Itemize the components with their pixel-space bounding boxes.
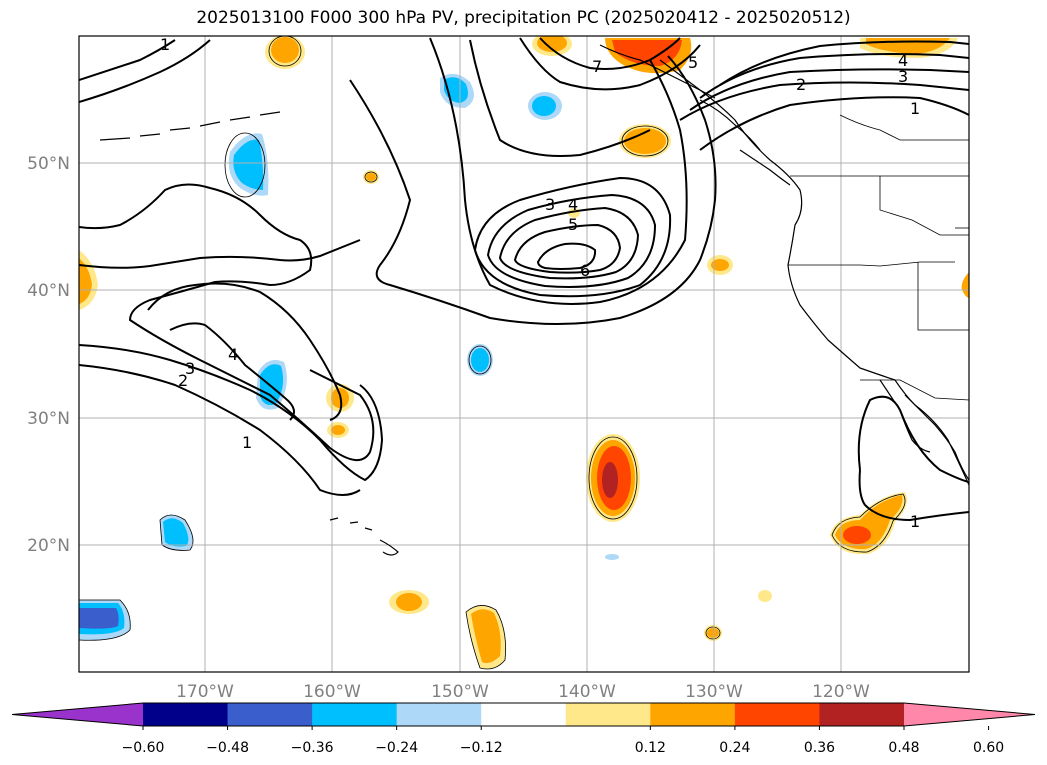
svg-text:1: 1 bbox=[910, 512, 920, 531]
colorbar-tick-label: 0.12 bbox=[635, 740, 666, 756]
colorbar-tick-label: 0.60 bbox=[973, 740, 1004, 756]
svg-text:2: 2 bbox=[178, 371, 188, 390]
colorbar-swatch bbox=[227, 703, 313, 726]
colorbar-tick-label: −0.24 bbox=[375, 740, 418, 756]
colorbar-extend-low bbox=[12, 703, 143, 726]
svg-text:1: 1 bbox=[242, 433, 252, 452]
svg-text:7: 7 bbox=[592, 57, 602, 76]
svg-text:4: 4 bbox=[568, 195, 578, 214]
colorbar-tick-label: −0.12 bbox=[460, 740, 503, 756]
plot-frame bbox=[78, 35, 970, 673]
precip-negative-blobs bbox=[79, 73, 619, 641]
gridlines bbox=[79, 36, 969, 672]
colorbar-tick-label: 0.36 bbox=[804, 740, 835, 756]
colorbar-swatch bbox=[312, 703, 398, 726]
svg-text:3: 3 bbox=[185, 359, 195, 378]
svg-text:2: 2 bbox=[796, 75, 806, 94]
colorbar: −0.60 −0.48 −0.36 −0.24 −0.12 0.12 0.24 0.36 0.4… bbox=[11, 702, 1036, 756]
colorbar-swatch bbox=[481, 703, 567, 726]
lon-label-160w: 160°W bbox=[303, 682, 361, 702]
lat-labels: 50°N 40°N 30°N 20°N bbox=[27, 154, 70, 556]
precip-outlines bbox=[79, 36, 906, 670]
svg-text:1: 1 bbox=[160, 35, 170, 54]
svg-text:6: 6 bbox=[580, 261, 590, 280]
borders bbox=[788, 114, 969, 401]
colorbar-swatch bbox=[396, 703, 482, 726]
lat-label-40n: 40°N bbox=[27, 281, 70, 301]
contour-labels: 1 3 4 5 6 7 5 2 3 4 1 4 3 2 1 1 bbox=[160, 35, 920, 531]
colorbar-swatch bbox=[143, 703, 229, 726]
lon-label-120w: 120°W bbox=[812, 682, 870, 702]
svg-text:5: 5 bbox=[568, 215, 578, 234]
svg-text:4: 4 bbox=[228, 345, 238, 364]
colorbar-tick-label: 0.48 bbox=[888, 740, 919, 756]
plot-area: 1 3 4 5 6 7 5 2 3 4 1 4 3 2 1 1 bbox=[79, 35, 969, 672]
colorbar-swatch bbox=[734, 703, 820, 726]
lon-labels: 170°W 160°W 150°W 140°W 130°W 120°W bbox=[176, 682, 870, 702]
colorbar-tick-label: −0.48 bbox=[206, 740, 249, 756]
pv-contours bbox=[79, 37, 969, 522]
colorbar-tick-label: 0.24 bbox=[719, 740, 750, 756]
lon-label-150w: 150°W bbox=[431, 682, 489, 702]
svg-text:4: 4 bbox=[898, 51, 908, 70]
svg-text:3: 3 bbox=[545, 195, 555, 214]
map-title: 2025013100 F000 300 hPa PV, precipitatio… bbox=[196, 8, 851, 28]
colorbar-extend-high bbox=[904, 703, 1035, 726]
lon-label-140w: 140°W bbox=[558, 682, 616, 702]
svg-text:3: 3 bbox=[898, 67, 908, 86]
colorbar-swatch bbox=[819, 703, 905, 726]
lon-label-170w: 170°W bbox=[176, 682, 234, 702]
svg-text:5: 5 bbox=[688, 53, 698, 72]
colorbar-swatch bbox=[650, 703, 736, 726]
lat-label-50n: 50°N bbox=[27, 154, 70, 174]
lon-label-130w: 130°W bbox=[685, 682, 743, 702]
lat-label-30n: 30°N bbox=[27, 409, 70, 429]
lat-label-20n: 20°N bbox=[27, 536, 70, 556]
colorbar-swatch bbox=[565, 703, 651, 726]
colorbar-tick-label: −0.36 bbox=[291, 740, 334, 756]
svg-text:1: 1 bbox=[910, 99, 920, 118]
colorbar-tick-label: −0.60 bbox=[122, 740, 165, 756]
